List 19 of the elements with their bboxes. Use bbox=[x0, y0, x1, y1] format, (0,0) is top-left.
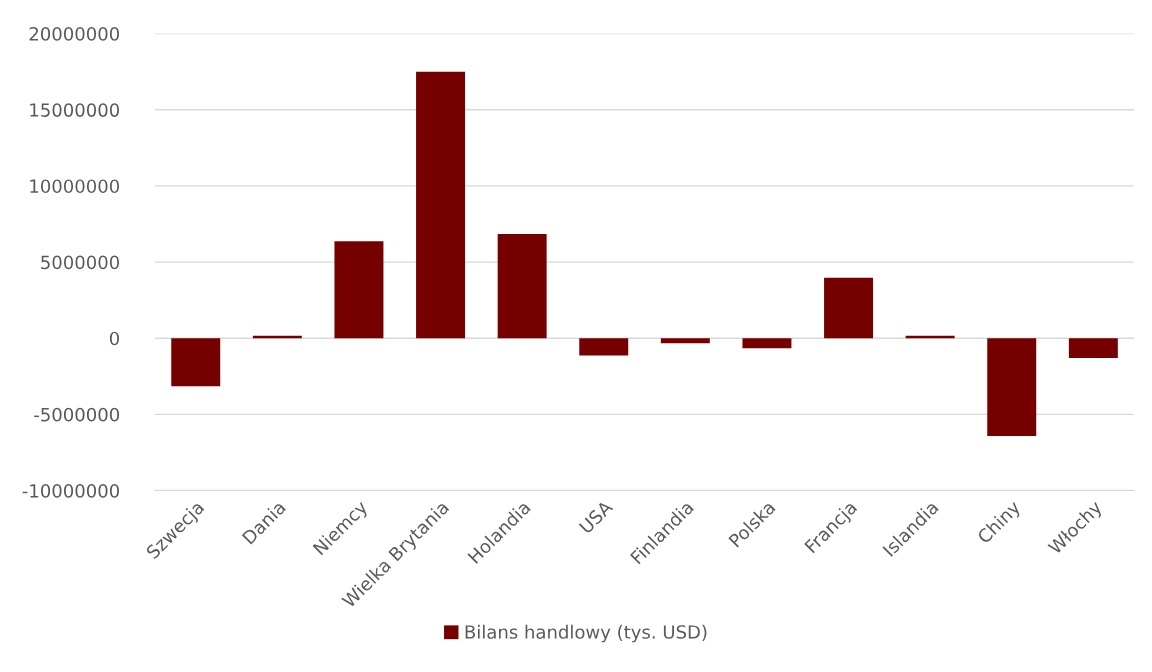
y-tick-label: 20000000 bbox=[29, 27, 120, 41]
bar bbox=[1068, 338, 1118, 359]
legend-label: Bilans handlowy (tys. USD) bbox=[465, 624, 707, 643]
bar bbox=[579, 338, 629, 356]
bar bbox=[660, 338, 710, 344]
y-tick-label: 10000000 bbox=[30, 179, 120, 194]
x-tick-label: USA bbox=[578, 499, 614, 535]
y-tick-label: 5000000 bbox=[41, 255, 120, 270]
bar bbox=[497, 233, 547, 339]
y-tick-label: -10000000 bbox=[22, 484, 120, 498]
y-tick-label: -5000000 bbox=[34, 407, 120, 422]
bar bbox=[824, 277, 874, 339]
bar bbox=[334, 241, 384, 339]
bar bbox=[742, 338, 792, 349]
bar bbox=[987, 338, 1037, 436]
y-tick-label: 0 bbox=[109, 331, 120, 346]
bar bbox=[171, 338, 221, 387]
y-tick-label: 15000000 bbox=[30, 103, 120, 117]
bar bbox=[416, 71, 466, 339]
